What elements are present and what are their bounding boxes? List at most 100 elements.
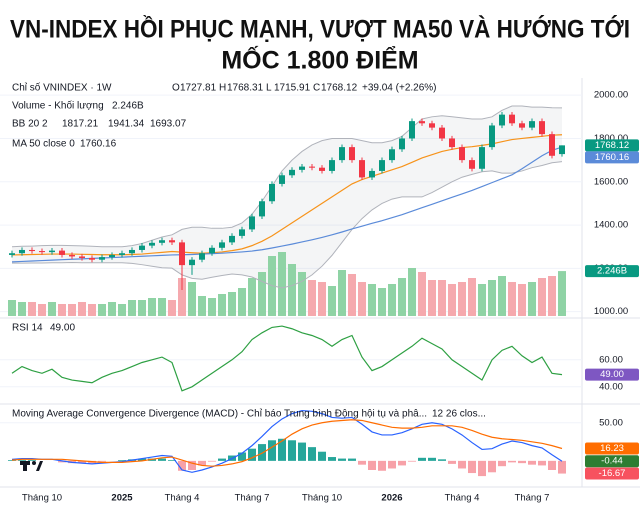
volume-bar <box>548 276 556 316</box>
candle-body <box>389 149 395 161</box>
candle-body <box>139 245 145 250</box>
macd-hist-bar <box>138 458 146 461</box>
macd-hist-bar <box>418 457 426 461</box>
macd-hist-bar <box>8 460 16 461</box>
volume-bar <box>128 300 136 316</box>
volume-bar <box>108 302 116 316</box>
macd-hist-bar <box>408 460 416 462</box>
value-badge-label: 2.246B <box>597 266 627 277</box>
candle-body <box>299 166 305 170</box>
y-tick-label: 2000.00 <box>594 90 628 101</box>
candle-body <box>39 251 45 253</box>
macd-hist-bar <box>348 458 356 461</box>
candle-body <box>159 240 165 243</box>
candle-body <box>209 247 215 254</box>
macd-hist-bar <box>188 460 196 470</box>
candle-body <box>109 254 115 258</box>
macd-hist-bar <box>378 460 386 471</box>
ohlc-label: L <box>266 83 272 94</box>
volume-bar <box>38 304 46 316</box>
volume-bar <box>398 278 406 316</box>
volume-bar <box>478 284 486 316</box>
volume-bar <box>288 264 296 316</box>
ohlc-value: 1768.31 <box>227 83 264 94</box>
volume-bar <box>48 302 56 316</box>
macd-hist-bar <box>388 460 396 469</box>
candle-body <box>429 123 435 128</box>
y-tick-label: 1600.00 <box>594 176 628 187</box>
candle-body <box>179 242 185 266</box>
macd-hist-bar <box>198 460 206 466</box>
candle-body <box>359 160 365 178</box>
legend-value: 1693.07 <box>150 119 187 130</box>
candle-body <box>259 201 265 217</box>
x-tick-label: 2025 <box>111 493 133 504</box>
bb-band <box>12 105 562 288</box>
candle-body <box>69 254 75 257</box>
volume-bar <box>148 298 156 316</box>
macd-hist-bar <box>308 447 316 461</box>
value-badge <box>585 455 639 468</box>
value-badge-label: 49.00 <box>600 369 624 380</box>
x-tick-label: Tháng 4 <box>445 493 480 504</box>
candle-body <box>289 169 295 176</box>
volume-bar <box>388 284 396 316</box>
candle-body <box>539 121 545 135</box>
candle-body <box>249 216 255 230</box>
volume-bar <box>348 274 356 316</box>
macd-hist-bar <box>278 438 286 461</box>
pane-borders <box>0 78 640 488</box>
macd-hist-bar <box>518 460 526 464</box>
volume-bar <box>88 304 96 316</box>
candle-body <box>199 253 205 260</box>
volume-bar <box>278 252 286 316</box>
ohlc-value: 1768.12 <box>321 83 358 94</box>
value-badge-label: 1760.16 <box>595 152 629 163</box>
value-badge <box>585 151 639 164</box>
macd-hist-bar <box>28 460 36 461</box>
volume-bar <box>338 270 346 316</box>
macd-hist-bar <box>488 460 496 473</box>
candle-body <box>279 175 285 184</box>
y-tick-label: 1000.00 <box>594 306 628 317</box>
value-badge <box>585 265 639 278</box>
volume-bar <box>458 282 466 316</box>
candle-body <box>349 147 355 161</box>
volume-bar <box>238 288 246 316</box>
x-tick-label: Tháng 7 <box>515 493 550 504</box>
macd-hist-bar <box>328 457 336 461</box>
candle-body <box>169 240 175 243</box>
macd-hist-bar <box>528 460 536 465</box>
volume-bar <box>98 304 106 316</box>
candle-body <box>499 114 505 126</box>
bb-upper <box>11 105 563 248</box>
legend-text: MA 50 close 0 <box>12 139 75 150</box>
candle-body <box>439 127 445 139</box>
candle-body <box>469 160 475 169</box>
volume-bar <box>18 302 26 316</box>
candle-body <box>19 249 25 254</box>
macd-hist-bar <box>208 460 216 462</box>
macd-hist-bar <box>338 458 346 461</box>
candle-body <box>29 249 35 252</box>
macd-hist-bar <box>118 460 126 461</box>
volume-bar <box>418 272 426 316</box>
macd-hist-bar <box>158 458 166 461</box>
value-badge <box>585 442 639 455</box>
macd-hist-bar <box>248 448 256 461</box>
value-badge-label: -0.44 <box>601 456 623 467</box>
volume-bar <box>448 284 456 316</box>
change-label: +39.04 (+2.26%) <box>362 83 437 94</box>
candle-body <box>59 250 65 255</box>
bb-basis <box>11 134 563 256</box>
x-tick-label: Tháng 10 <box>302 493 342 504</box>
y-tick-label: 50.00 <box>599 417 623 428</box>
volume-bar <box>68 304 76 316</box>
macd-hist-bar <box>508 460 516 463</box>
macd-hist-bar <box>458 460 466 469</box>
macd-hist-bar <box>358 460 366 465</box>
volume-bar <box>28 302 36 316</box>
legend-text: Volume - Khối lượng <box>12 100 104 112</box>
macd-hist-bar <box>318 451 326 461</box>
